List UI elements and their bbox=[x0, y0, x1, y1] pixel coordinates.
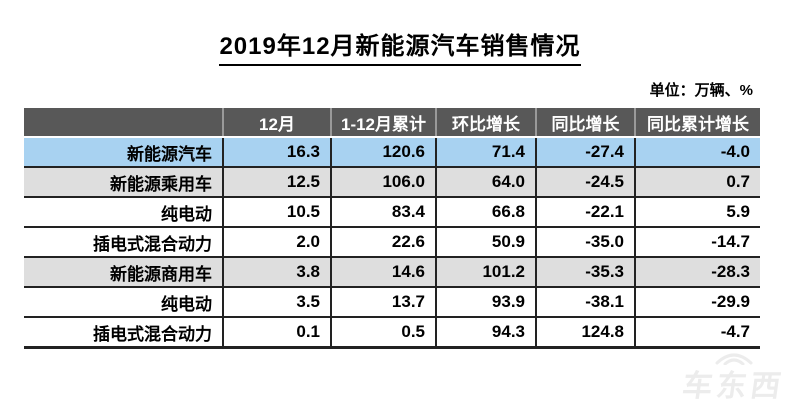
value-cell: 22.6 bbox=[330, 226, 436, 257]
value-cell: 2.0 bbox=[222, 226, 331, 257]
table-row: 插电式混合动力 0.1 0.5 94.3 124.8 -4.7 bbox=[24, 316, 760, 349]
value-cell: -38.1 bbox=[535, 286, 635, 317]
row-label-cell: 新能源商用车 bbox=[24, 256, 223, 287]
table-row: 插电式混合动力 2.0 22.6 50.9 -35.0 -14.7 bbox=[24, 226, 760, 257]
table-row: 纯电动 10.5 83.4 66.8 -22.1 5.9 bbox=[24, 196, 760, 227]
row-label-cell: 新能源汽车 bbox=[24, 137, 223, 167]
value-cell: 3.8 bbox=[222, 256, 331, 287]
watermark-logo: 车东西 bbox=[678, 349, 790, 405]
value-cell: 13.7 bbox=[330, 286, 436, 317]
column-header: 12月 bbox=[222, 108, 331, 138]
value-cell: 66.8 bbox=[435, 196, 536, 227]
table-row: 新能源乘用车 12.5 106.0 64.0 -24.5 0.7 bbox=[24, 166, 760, 197]
value-cell: 64.0 bbox=[435, 166, 536, 197]
value-cell: -22.1 bbox=[535, 196, 635, 227]
page-title: 2019年12月新能源汽车销售情况 bbox=[219, 26, 581, 66]
value-cell: -14.7 bbox=[634, 226, 760, 257]
column-header: 同比累计增长 bbox=[634, 108, 760, 138]
value-cell: 106.0 bbox=[330, 166, 436, 197]
unit-label: 单位：万辆、% bbox=[649, 82, 753, 99]
value-cell: 93.9 bbox=[435, 286, 536, 317]
value-cell: 50.9 bbox=[435, 226, 536, 257]
value-cell: 71.4 bbox=[435, 137, 536, 167]
value-cell: -29.9 bbox=[634, 286, 760, 317]
value-cell: -27.4 bbox=[535, 137, 635, 167]
table-body: 新能源汽车 16.3 120.6 71.4 -27.4 -4.0 新能源乘用车 12.5 106… bbox=[24, 137, 760, 349]
value-cell: -4.0 bbox=[634, 137, 760, 167]
row-label-cell: 新能源乘用车 bbox=[24, 166, 223, 197]
value-cell: 124.8 bbox=[535, 316, 635, 349]
watermark-arcs-icon bbox=[715, 353, 753, 365]
value-cell: 0.1 bbox=[222, 316, 331, 349]
value-cell: 0.7 bbox=[634, 166, 760, 197]
value-cell: 5.9 bbox=[634, 196, 760, 227]
value-cell: 14.6 bbox=[330, 256, 436, 287]
corner-header-cell bbox=[24, 108, 223, 138]
column-header: 同比增长 bbox=[535, 108, 635, 138]
row-label-cell: 纯电动 bbox=[24, 286, 223, 317]
value-cell: 83.4 bbox=[330, 196, 436, 227]
sales-table: 12月 1-12月累计 环比增长 同比增长 同比累计增长 新能源汽车 16.3 120.6 7… bbox=[24, 108, 760, 349]
value-cell: 3.5 bbox=[222, 286, 331, 317]
table-row: 纯电动 3.5 13.7 93.9 -38.1 -29.9 bbox=[24, 286, 760, 317]
value-cell: 12.5 bbox=[222, 166, 331, 197]
row-label-cell: 插电式混合动力 bbox=[24, 226, 223, 257]
value-cell: 0.5 bbox=[330, 316, 436, 349]
row-label-cell: 纯电动 bbox=[24, 196, 223, 227]
value-cell: 94.3 bbox=[435, 316, 536, 349]
value-cell: -35.0 bbox=[535, 226, 635, 257]
table-row: 新能源商用车 3.8 14.6 101.2 -35.3 -28.3 bbox=[24, 256, 760, 287]
column-header: 环比增长 bbox=[435, 108, 536, 138]
value-cell: -24.5 bbox=[535, 166, 635, 197]
column-header: 1-12月累计 bbox=[330, 108, 436, 138]
header-row: 12月 1-12月累计 环比增长 同比增长 同比累计增长 bbox=[24, 108, 760, 138]
value-cell: -28.3 bbox=[634, 256, 760, 287]
title-bar: 2019年12月新能源汽车销售情况 bbox=[0, 26, 800, 66]
value-cell: -35.3 bbox=[535, 256, 635, 287]
value-cell: 101.2 bbox=[435, 256, 536, 287]
watermark-text: 车东西 bbox=[680, 370, 787, 403]
row-label-cell: 插电式混合动力 bbox=[24, 316, 223, 349]
value-cell: 16.3 bbox=[222, 137, 331, 167]
value-cell: -4.7 bbox=[634, 316, 760, 349]
table-row: 新能源汽车 16.3 120.6 71.4 -27.4 -4.0 bbox=[24, 137, 760, 167]
value-cell: 120.6 bbox=[330, 137, 436, 167]
value-cell: 10.5 bbox=[222, 196, 331, 227]
